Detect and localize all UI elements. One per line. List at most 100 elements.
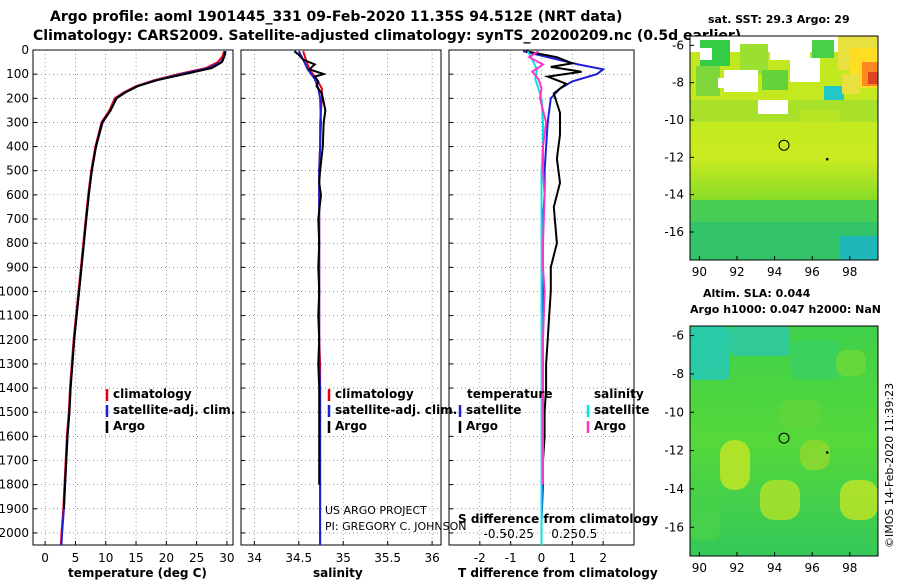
x-tick-label: 35.5 — [374, 551, 401, 565]
depth-tick-label: 100 — [6, 67, 29, 81]
header-line-1: Argo profile: aoml 1901445_331 09-Feb-20… — [50, 9, 622, 25]
sst-patches — [690, 36, 878, 260]
depth-tick-label: 1700 — [0, 453, 29, 467]
sla-patch — [800, 440, 830, 470]
depth-tick-label: 900 — [6, 260, 29, 274]
sla-patch — [730, 326, 790, 356]
x-tick-label: 0 — [538, 551, 546, 565]
legend-label: climatology — [113, 387, 192, 401]
sla-patch — [780, 400, 820, 430]
sst-patch — [758, 100, 788, 114]
difference-axis-ticks: -2 -1 0 1 2 -0.5-0.25 0.25 0.5 — [474, 527, 607, 565]
depth-axis-ticks: 0 100 200 300 400 500 600 700 800 900 1000 1100 1200… — [0, 43, 29, 540]
difference-series — [522, 50, 606, 545]
temperature-grid — [33, 49, 233, 545]
series-satellite-line — [60, 50, 227, 545]
depth-tick-label: 1300 — [0, 357, 29, 371]
series-climatology-line — [59, 50, 225, 545]
depth-tick-label: 1100 — [0, 309, 29, 323]
depth-tick-label: 0 — [21, 43, 29, 57]
sla-patch — [840, 480, 878, 520]
float-position-marker — [778, 139, 790, 151]
legend-label: Argo — [335, 419, 367, 433]
temperature-series — [59, 50, 227, 545]
x-tick-label: 34.5 — [285, 551, 312, 565]
series-argo-line — [525, 50, 582, 485]
x-tick-label: 35 — [336, 551, 351, 565]
legend-label: satellite — [594, 403, 649, 417]
map-y-tick-label: -12 — [664, 444, 684, 458]
map-x-tick-label: 94 — [767, 265, 782, 279]
sst-patch — [724, 70, 758, 92]
project-credit: US ARGO PROJECT — [325, 504, 427, 517]
legend-label: Argo — [594, 419, 626, 433]
sla-patch — [690, 500, 720, 540]
pi-credit: PI: GREGORY C. JOHNSON — [325, 520, 466, 533]
depth-tick-label: 600 — [6, 188, 29, 202]
map-y-tick-label: -16 — [664, 520, 684, 534]
sla-map-title-1: Altim. SLA: 0.044 — [703, 287, 811, 300]
salinity-axis-ticks: 34 34.5 35 35.5 36 — [247, 541, 440, 565]
secondary-position-marker — [825, 157, 829, 161]
map-x-tick-label: 92 — [729, 561, 744, 575]
series-satellite-line — [522, 50, 606, 545]
sst-patch — [762, 70, 788, 90]
sst-patch — [868, 72, 878, 84]
legend-label: satellite-adj. clim. — [113, 403, 235, 417]
series-sal_argo-line — [527, 50, 548, 485]
sla-patch — [720, 440, 750, 490]
depth-tick-label: 800 — [6, 236, 29, 250]
x-tick-label: 30 — [219, 551, 234, 565]
x-tick-label: 0 — [41, 551, 49, 565]
t-difference-label: T difference from climatology — [458, 566, 658, 580]
depth-tick-label: 700 — [6, 212, 29, 226]
series-argo-line — [62, 51, 227, 509]
map-y-tick-label: -8 — [672, 367, 684, 381]
x-tick-label: 20 — [159, 551, 174, 565]
legend-label: satellite-adj. clim. — [335, 403, 457, 417]
temperature-panel: 0100200300400500600700800900100011001200… — [0, 43, 235, 580]
depth-tick-label: 1400 — [0, 381, 29, 395]
map-y-tick-label: -12 — [664, 150, 684, 164]
header-line-2: Climatology: CARS2009. Satellite-adjuste… — [33, 28, 741, 44]
legend-label: Argo — [466, 419, 498, 433]
map-y-tick-label: -6 — [672, 329, 684, 343]
temperature-axis-label: temperature (deg C) — [68, 566, 207, 580]
copyright-stamp: ©IMOS 14-Feb-2020 11:39:23 — [883, 383, 896, 548]
depth-tick-label: 1900 — [0, 502, 29, 516]
depth-tick-label: 1000 — [0, 284, 29, 298]
sla-patch — [790, 340, 840, 380]
x-tick-label: 25 — [189, 551, 204, 565]
map-y-tick-label: -10 — [664, 113, 684, 127]
legend-label: climatology — [335, 387, 414, 401]
map-y-tick-label: -10 — [664, 405, 684, 419]
temperature-legend: climatology satellite-adj. clim. Argo — [105, 387, 235, 433]
series-satellite-line — [297, 50, 323, 545]
sla-patch — [690, 326, 730, 380]
x-tick-label: 10 — [98, 551, 113, 565]
map-y-tick-label: -14 — [664, 482, 684, 496]
sst-patch — [812, 40, 834, 58]
s-difference-label: S difference from climatology — [458, 512, 658, 526]
x-tick-label: 15 — [128, 551, 143, 565]
depth-tick-label: 1500 — [0, 405, 29, 419]
x-tick-label: 5 — [72, 551, 80, 565]
sla-patch — [760, 480, 800, 520]
depth-tick-label: 2000 — [0, 526, 29, 540]
series-argo-line — [293, 50, 328, 485]
map-y-tick-label: -8 — [672, 76, 684, 90]
x-tick-label: -1 — [505, 551, 517, 565]
temperature-panel-frame — [32, 49, 234, 546]
sst-patch — [696, 66, 720, 96]
difference-panel: -2 -1 0 1 2 -0.5-0.25 0.25 0.5 temperature salin… — [448, 49, 658, 580]
salinity-panel-frame — [240, 49, 442, 546]
series-sal_satellite-line — [526, 50, 544, 545]
temperature-axis-ticks: 0 5 10 15 20 25 30 — [41, 541, 235, 565]
map-x-tick-label: 92 — [729, 265, 744, 279]
map-y-tick-label: -16 — [664, 225, 684, 239]
map-x-tick-label: 98 — [842, 265, 857, 279]
sst-patch — [840, 236, 878, 260]
secondary-x-tick-label: 0.25 — [551, 527, 578, 541]
legend-header-salinity: salinity — [594, 387, 644, 401]
depth-tick-label: 1200 — [0, 333, 29, 347]
